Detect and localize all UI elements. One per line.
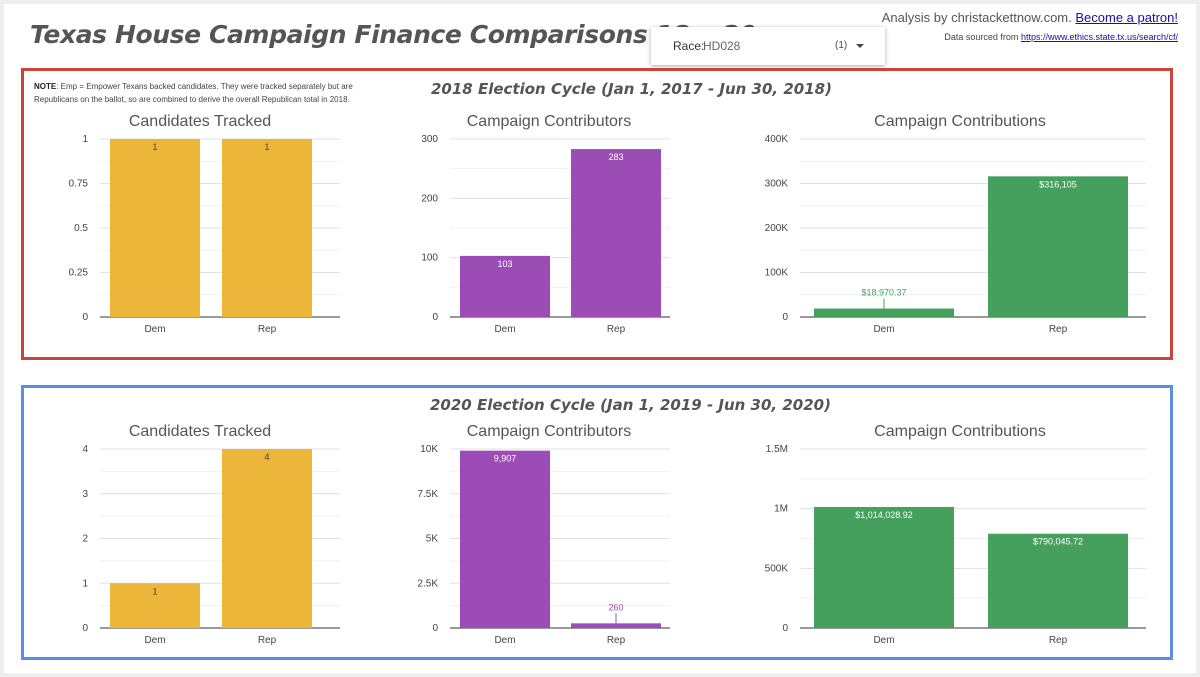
c20-candidates-tick-label: 4 [82,444,88,455]
page-title: Texas House Campaign Finance Comparisons… [30,20,757,49]
c18-contributors-tick-label: 0 [432,312,438,323]
c18-candidates-tick-label: 0 [82,312,88,323]
section-title-2020: 2020 Election Cycle (Jan 1, 2019 - Jun 3… [430,396,831,414]
note-text: NOTE: Emp = Empower Texans backed candid… [34,80,394,106]
c20-contributions-category-label: Rep [1049,635,1068,646]
c20-candidates-data-label-dem: 1 [152,586,157,596]
c20-contributions-data-label-rep: $790,045.72 [1033,537,1083,547]
c18-contributions-bar-dem [814,308,954,317]
c20-contributions-tick-label: 1M [774,504,788,515]
c20-contributors-tick-label: 10K [420,444,438,455]
credit-text: Analysis by christackettnow.com. [881,10,1072,25]
c18-contributions-bar-rep [988,176,1128,317]
c20-contributors-tick-label: 2.5K [417,578,438,589]
panel-2020 [21,385,1173,660]
c18-contributions-tick-label: 300K [765,179,789,190]
c20-contributors-category-label: Rep [607,635,626,646]
c18-candidates-tick-label: 0.25 [69,268,89,279]
source-text: Data sourced from [944,32,1019,42]
c20-contributions-tick-label: 0 [782,623,788,634]
race-filter-dropdown[interactable]: Race: HD028 (1) [651,27,885,65]
c18-candidates-bar-dem [110,139,200,317]
c18-contributors-bar-rep [571,149,661,317]
c20-contributors-tick-label: 0 [432,623,438,634]
c18-contributors-tick-label: 300 [421,134,438,145]
c18-contributions-data-label-rep: $316,105 [1039,179,1077,189]
c18-contributions-title: Campaign Contributions [874,113,1046,130]
c18-contributions-data-label-dem: $18,970.37 [861,288,906,298]
c20-contributors-tick-label: 7.5K [417,489,438,500]
chevron-down-icon[interactable] [856,44,864,48]
c18-contributors-data-label-rep: 283 [608,152,623,162]
c20-contributors-data-label-dem: 9,907 [494,454,517,464]
c20-contributors-title: Campaign Contributors [467,423,632,440]
c18-contributions-tick-label: 0 [782,312,788,323]
c20-candidates-title: Candidates Tracked [129,423,271,440]
section-title-2018: 2018 Election Cycle (Jan 1, 2017 - Jun 3… [431,80,832,98]
c20-contributions-tick-label: 1.5M [766,444,788,455]
c18-contributions-tick-label: 400K [765,134,789,145]
c18-candidates-data-label-rep: 1 [264,142,269,152]
note-body: : Emp = Empower Texans backed candidates… [34,82,353,104]
c20-candidates-tick-label: 0 [82,623,88,634]
credit-line: Analysis by christackettnow.com. Become … [882,10,1178,25]
race-filter-value: HD028 [703,39,741,53]
c18-contributors-bar-dem [460,255,550,317]
c20-candidates-tick-label: 2 [82,534,88,545]
patron-link[interactable]: Become a patron! [1075,10,1178,25]
c18-contributions-tick-label: 200K [765,223,789,234]
c20-contributors-bar-rep [571,623,661,628]
c18-candidates-tick-label: 0.75 [69,179,89,190]
c18-contributions-category-label: Rep [1049,324,1068,335]
c18-contributors-title: Campaign Contributors [467,113,632,130]
c20-contributions-bar-dem [814,506,954,628]
c18-candidates-bar-rep [222,139,312,317]
c20-candidates-tick-label: 3 [82,489,88,500]
data-source-line: Data sourced from https://www.ethics.sta… [944,32,1178,42]
c20-contributions-title: Campaign Contributions [874,423,1046,440]
note-lead: NOTE [34,82,57,91]
c18-candidates-tick-label: 0.5 [74,223,88,234]
c20-candidates-category-label: Dem [144,635,165,646]
c20-contributions-data-label-dem: $1,014,028.92 [855,510,913,520]
race-filter-count: (1) [835,40,848,51]
c20-contributions-tick-label: 500K [765,563,789,574]
panel-2018 [21,68,1173,360]
c20-contributors-tick-label: 5K [426,534,439,545]
c18-contributors-tick-label: 100 [421,253,438,264]
c18-contributions-category-label: Dem [873,324,894,335]
c18-contributors-data-label-dem: 103 [497,259,512,269]
c20-candidates-category-label: Rep [258,635,277,646]
c20-contributors-bar-dem [460,450,550,628]
source-link[interactable]: https://www.ethics.state.tx.us/search/cf… [1020,32,1178,42]
c20-candidates-data-label-rep: 4 [264,452,269,462]
c18-candidates-category-label: Rep [258,324,277,335]
c18-contributors-tick-label: 200 [421,193,438,204]
c18-contributors-category-label: Dem [494,324,515,335]
c18-candidates-title: Candidates Tracked [129,113,271,130]
c18-candidates-category-label: Dem [144,324,165,335]
c18-contributions-tick-label: 100K [765,268,789,279]
c20-contributions-category-label: Dem [873,635,894,646]
c18-candidates-data-label-dem: 1 [152,142,157,152]
c20-contributors-category-label: Dem [494,635,515,646]
c18-candidates-tick-label: 1 [82,134,88,145]
c20-candidates-tick-label: 1 [82,578,88,589]
c18-contributors-category-label: Rep [607,324,626,335]
c20-contributions-bar-rep [988,533,1128,628]
race-filter-label: Race: [673,39,705,53]
c20-candidates-bar-dem [110,583,200,628]
c20-contributors-data-label-rep: 260 [608,602,623,612]
c20-candidates-bar-rep [222,449,312,628]
